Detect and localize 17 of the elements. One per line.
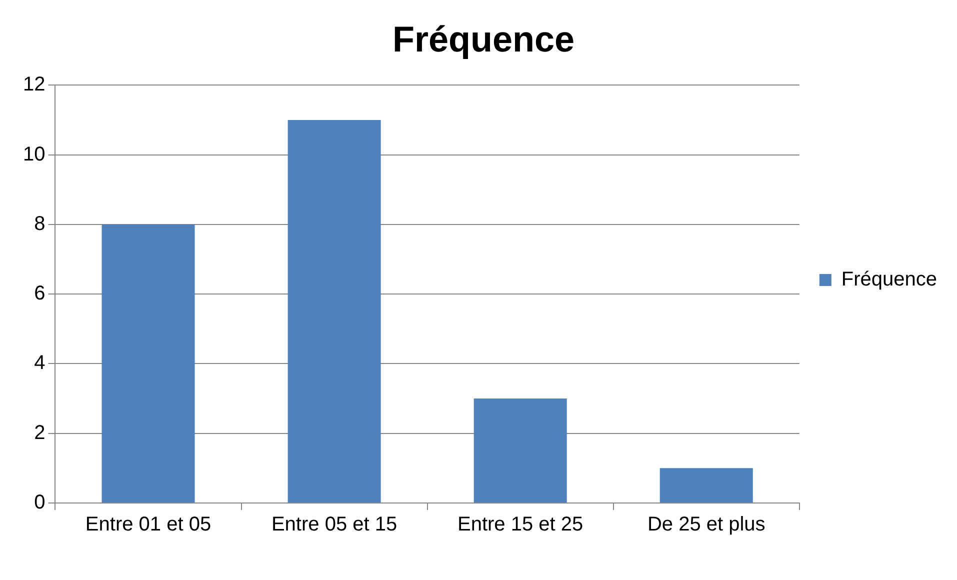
bar bbox=[660, 468, 753, 502]
y-tick-label: 10 bbox=[22, 143, 46, 166]
x-tick-label: De 25 et plus bbox=[647, 514, 766, 536]
y-tick-label: 6 bbox=[34, 282, 46, 305]
y-tick-label: 2 bbox=[34, 422, 46, 444]
bar bbox=[288, 120, 381, 502]
bar bbox=[474, 398, 567, 502]
chart-title: Fréquence bbox=[392, 18, 575, 60]
y-tick-label: 12 bbox=[22, 74, 46, 96]
x-tick-label: Entre 15 et 25 bbox=[458, 514, 584, 536]
bar bbox=[102, 224, 195, 502]
x-tick-label: Entre 05 et 15 bbox=[271, 514, 398, 536]
legend-label: Fréquence bbox=[841, 268, 938, 291]
y-tick-label: 8 bbox=[34, 212, 46, 235]
y-tick-label: 0 bbox=[34, 492, 46, 514]
x-tick-label: Entre 01 et 05 bbox=[85, 514, 212, 536]
y-tick-label: 4 bbox=[34, 352, 46, 374]
